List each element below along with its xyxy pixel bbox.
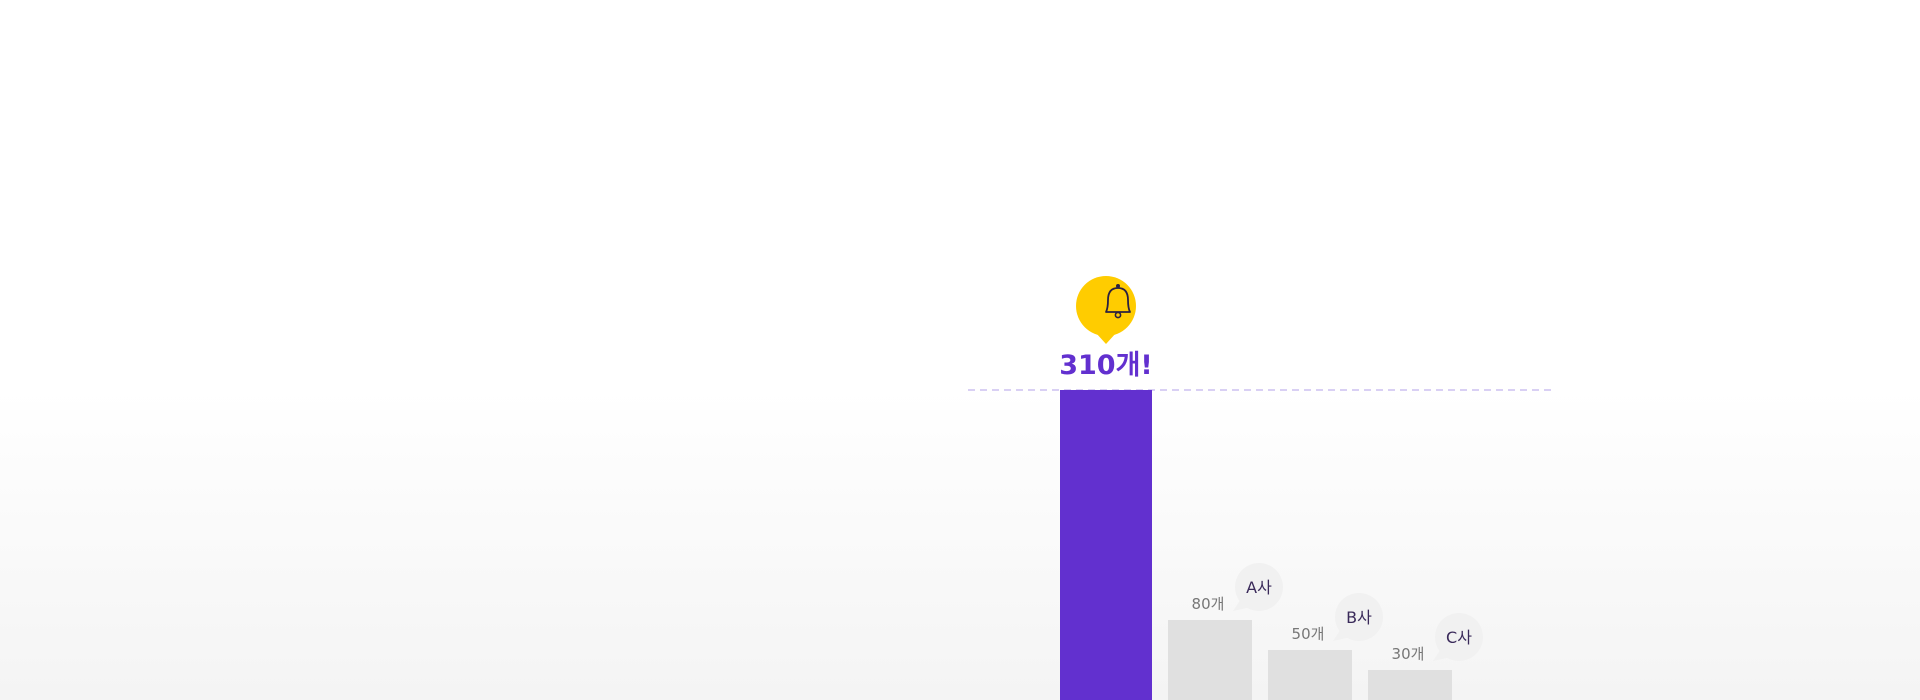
company-badge-tail bbox=[1433, 649, 1451, 661]
company-badge: A사 bbox=[1233, 563, 1283, 611]
bell-body bbox=[1105, 287, 1131, 313]
company-name-label: C사 bbox=[1446, 628, 1472, 647]
bar-value-label: 80개 bbox=[1192, 595, 1225, 613]
company-badge-circle bbox=[1235, 563, 1283, 611]
bar-3 bbox=[1368, 670, 1452, 700]
company-name-label: B사 bbox=[1346, 608, 1372, 627]
bar-highlight bbox=[1060, 390, 1152, 700]
company-badge-circle bbox=[1435, 613, 1483, 661]
bar-1 bbox=[1168, 620, 1252, 700]
icon-pin-tail bbox=[1096, 333, 1116, 344]
highlight-value-label: 310개! bbox=[1059, 350, 1153, 381]
bar-value-label: 30개 bbox=[1392, 645, 1425, 663]
bar-2 bbox=[1268, 650, 1352, 700]
bell-knob bbox=[1116, 284, 1120, 288]
company-badge-tail bbox=[1233, 599, 1251, 611]
bar-value-label: 50개 bbox=[1292, 625, 1325, 643]
bell-clapper bbox=[1114, 311, 1122, 319]
company-badge-tail bbox=[1333, 629, 1351, 641]
company-badge: C사 bbox=[1433, 613, 1483, 661]
bell-logo-icon bbox=[1076, 276, 1136, 344]
company-badge: B사 bbox=[1333, 593, 1383, 641]
company-name-label: A사 bbox=[1246, 578, 1272, 597]
company-badge-circle bbox=[1335, 593, 1383, 641]
